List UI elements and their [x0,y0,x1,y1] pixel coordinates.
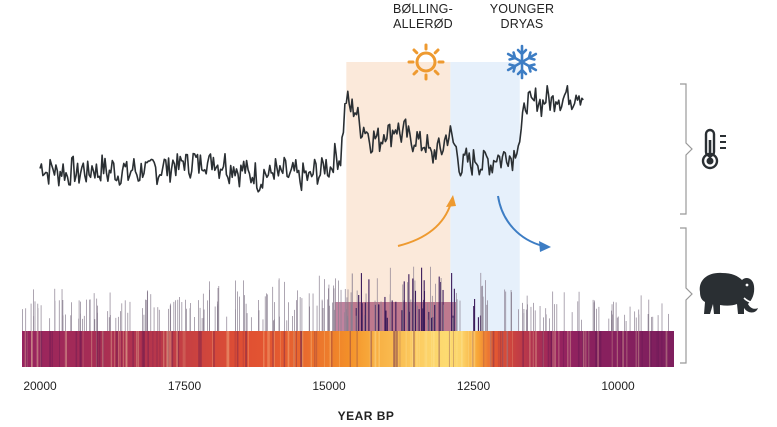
period-label-bolling-line2: ALLERØD [393,17,453,31]
x-tick-label: 15000 [312,379,346,393]
temperature-bracket [680,83,693,215]
mammoth-density-heat-strip [22,331,674,367]
x-tick-label: 10000 [601,379,635,393]
snowflake-icon [506,44,538,80]
mammoth-icon [699,272,763,314]
mammoth-record-barcode [22,266,670,331]
bolling-allerod-band [346,62,451,332]
sun-icon [407,43,445,81]
x-tick-label: 12500 [457,379,491,393]
x-axis-label: YEAR BP [338,409,395,423]
x-tick-label: 20000 [23,379,57,393]
mammoth-bracket [680,227,693,364]
period-label-younger-line1: YOUNGER [490,2,555,16]
younger-dryas-band [450,62,520,332]
temperature-line [39,85,584,193]
period-bands [346,62,520,332]
period-label-bolling-line1: BØLLING- [393,2,453,16]
warming-arrow [397,195,456,247]
period-label-younger-line2: DRYAS [501,17,544,31]
thermometer-icon [701,128,726,170]
heat-strip-texture [24,331,668,367]
x-tick-label: 17500 [168,379,202,393]
x-axis: 20000 17500 15000 12500 10000 [23,379,635,393]
cooling-arrow [497,195,551,252]
